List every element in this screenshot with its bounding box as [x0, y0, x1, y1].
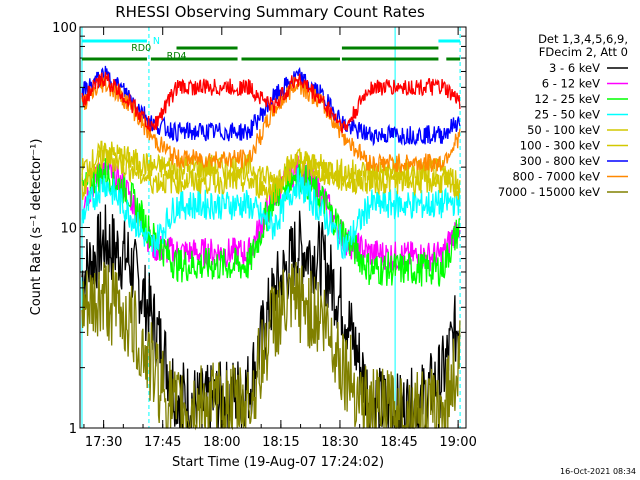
series-line-8: [81, 261, 461, 431]
legend-entry-5: 100 - 300 keV: [520, 139, 600, 153]
series-line-0: [81, 204, 461, 429]
plot-area: [81, 27, 461, 431]
y-tick-label-1: 10: [60, 222, 77, 237]
y-tick-label-2: 100: [52, 21, 77, 36]
flag-label-2: N: [153, 36, 160, 47]
legend-entry-6: 300 - 800 keV: [520, 154, 600, 168]
legend-entry-8: 7000 - 15000 keV: [498, 185, 600, 199]
flag-label-1: RD4: [167, 51, 187, 62]
x-axis-label: Start Time (19-Aug-07 17:24:02): [172, 455, 384, 470]
legend-entry-2: 12 - 25 keV: [534, 92, 600, 106]
chart-title: RHESSI Observing Summary Count Rates: [115, 3, 425, 21]
x-tick-label-0: 17:30: [85, 435, 122, 450]
flag-label-0: RD0: [131, 43, 151, 54]
legend-header-2: FDecim 2, Att 0: [539, 45, 628, 59]
x-tick-label-2: 18:00: [203, 435, 240, 450]
legend-header-1: Det 1,3,4,5,6,9,: [538, 32, 628, 46]
legend-entry-0: 3 - 6 keV: [549, 61, 600, 75]
timestamp: 16-Oct-2021 08:34: [560, 467, 636, 476]
legend-entry-4: 50 - 100 keV: [527, 123, 600, 137]
y-axis-ticks: 1 10 100: [52, 21, 466, 437]
series-line-5: [81, 142, 461, 205]
series-line-6: [81, 65, 461, 147]
x-tick-label-1: 17:45: [144, 435, 181, 450]
x-tick-label-4: 18:30: [321, 435, 358, 450]
legend-entry-7: 800 - 7000 keV: [512, 170, 600, 184]
x-tick-label-5: 18:45: [380, 435, 417, 450]
x-tick-label-6: 19:00: [439, 435, 476, 450]
series-line-extra-0: [81, 72, 461, 134]
y-tick-label-0: 1: [69, 422, 77, 437]
y-axis-label: Count Rate (s⁻¹ detector⁻¹): [29, 139, 44, 316]
x-axis-ticks: 17:30 17:45 18:00 18:15 18:30 18:45 19:00: [83, 27, 477, 450]
legend-entry-3: 25 - 50 keV: [534, 108, 600, 122]
x-tick-label-3: 18:15: [262, 435, 299, 450]
legend-entry-1: 6 - 12 keV: [542, 77, 600, 91]
legend: Det 1,3,4,5,6,9, FDecim 2, Att 0 3 - 6 k…: [498, 32, 628, 199]
flag-bars: RD0 RD4 N: [81, 36, 461, 62]
